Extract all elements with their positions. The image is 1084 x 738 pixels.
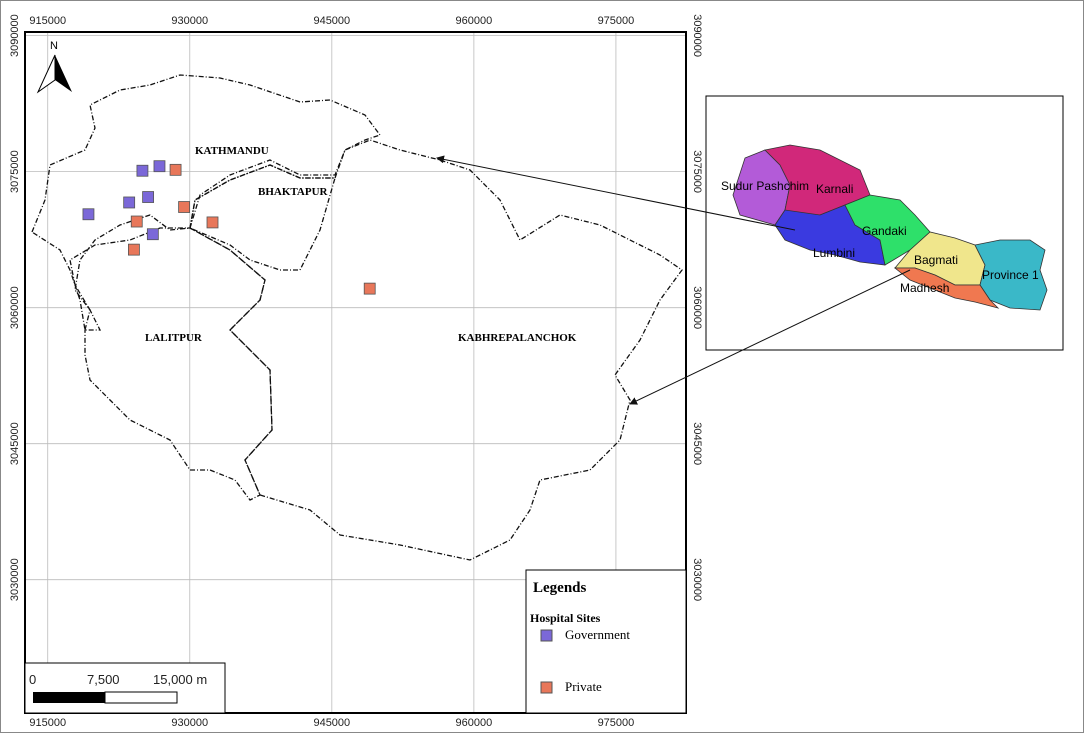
inset-map xyxy=(732,144,1048,311)
hospital-site xyxy=(128,243,140,256)
scale-label: 7,500 xyxy=(87,672,120,687)
north-arrow: N xyxy=(36,40,72,94)
y-tick-label: 3090000 xyxy=(691,14,703,57)
province-label: Sudur Pashchim xyxy=(721,179,809,193)
hospital-site xyxy=(153,160,166,173)
y-tick-label: 3075000 xyxy=(9,150,21,193)
legend-marker xyxy=(540,629,553,642)
y-tick-label: 3045000 xyxy=(691,422,703,465)
legend-label: Government xyxy=(565,627,630,642)
hospital-points xyxy=(82,160,376,295)
hospital-site xyxy=(146,228,159,241)
legend-subtitle: Hospital Sites xyxy=(530,611,601,625)
north-label: N xyxy=(50,40,58,52)
kathmandu-boundary xyxy=(31,74,382,331)
x-tick-label: 960000 xyxy=(456,717,493,729)
legend-label: Private xyxy=(565,679,602,694)
hospital-site xyxy=(169,163,182,176)
scale-label: 0 xyxy=(29,672,36,687)
scale-segment xyxy=(33,692,105,703)
hospital-site xyxy=(363,282,376,295)
province-label: Bagmati xyxy=(914,253,958,267)
hospital-site xyxy=(123,196,136,209)
district-label: LALITPUR xyxy=(145,332,203,344)
province-label: Karnali xyxy=(816,182,853,196)
x-tick-label: 945000 xyxy=(313,15,350,27)
x-tick-label: 945000 xyxy=(313,717,350,729)
x-tick-label: 930000 xyxy=(171,717,208,729)
district-label: KATHMANDU xyxy=(195,145,269,157)
hospital-site xyxy=(136,164,149,177)
legend-marker xyxy=(540,681,553,694)
x-tick-label: 975000 xyxy=(598,15,635,27)
y-tick-label: 3045000 xyxy=(9,422,21,465)
x-tick-label: 975000 xyxy=(598,717,635,729)
hospital-site xyxy=(82,208,95,221)
hospital-site xyxy=(178,201,190,213)
scale-segment xyxy=(104,691,178,704)
map-frame xyxy=(24,31,687,714)
y-tick-label: 3075000 xyxy=(691,150,703,193)
y-tick-label: 3030000 xyxy=(691,558,703,601)
hospital-site xyxy=(206,216,219,229)
province-label: Province 1 xyxy=(982,268,1039,282)
province-label: Madhesh xyxy=(900,281,949,295)
legend-box xyxy=(525,569,687,714)
y-tick-label: 3060000 xyxy=(9,286,21,329)
hospital-site xyxy=(130,215,143,228)
y-tick-label: 3030000 xyxy=(9,558,21,601)
province-label: Gandaki xyxy=(862,224,907,238)
pointer-arrow xyxy=(436,155,796,231)
pointer-arrow xyxy=(629,269,911,405)
x-tick-label: 960000 xyxy=(456,15,493,27)
district-label: KABHREPALANCHOK xyxy=(458,332,577,344)
legend-title: Legends xyxy=(533,580,587,596)
district-label: BHAKTAPUR xyxy=(258,186,329,198)
hospital-site xyxy=(142,191,155,203)
y-tick-label: 3060000 xyxy=(691,286,703,329)
scale-box xyxy=(24,662,226,714)
x-tick-label: 915000 xyxy=(29,15,66,27)
kabhrepalanchok-boundary xyxy=(189,139,683,561)
scale-label: 15,000 m xyxy=(153,672,207,687)
y-tick-label: 3090000 xyxy=(9,14,21,57)
x-tick-label: 930000 xyxy=(171,15,208,27)
x-tick-label: 915000 xyxy=(29,717,66,729)
province-label: Lumbini xyxy=(813,246,855,260)
